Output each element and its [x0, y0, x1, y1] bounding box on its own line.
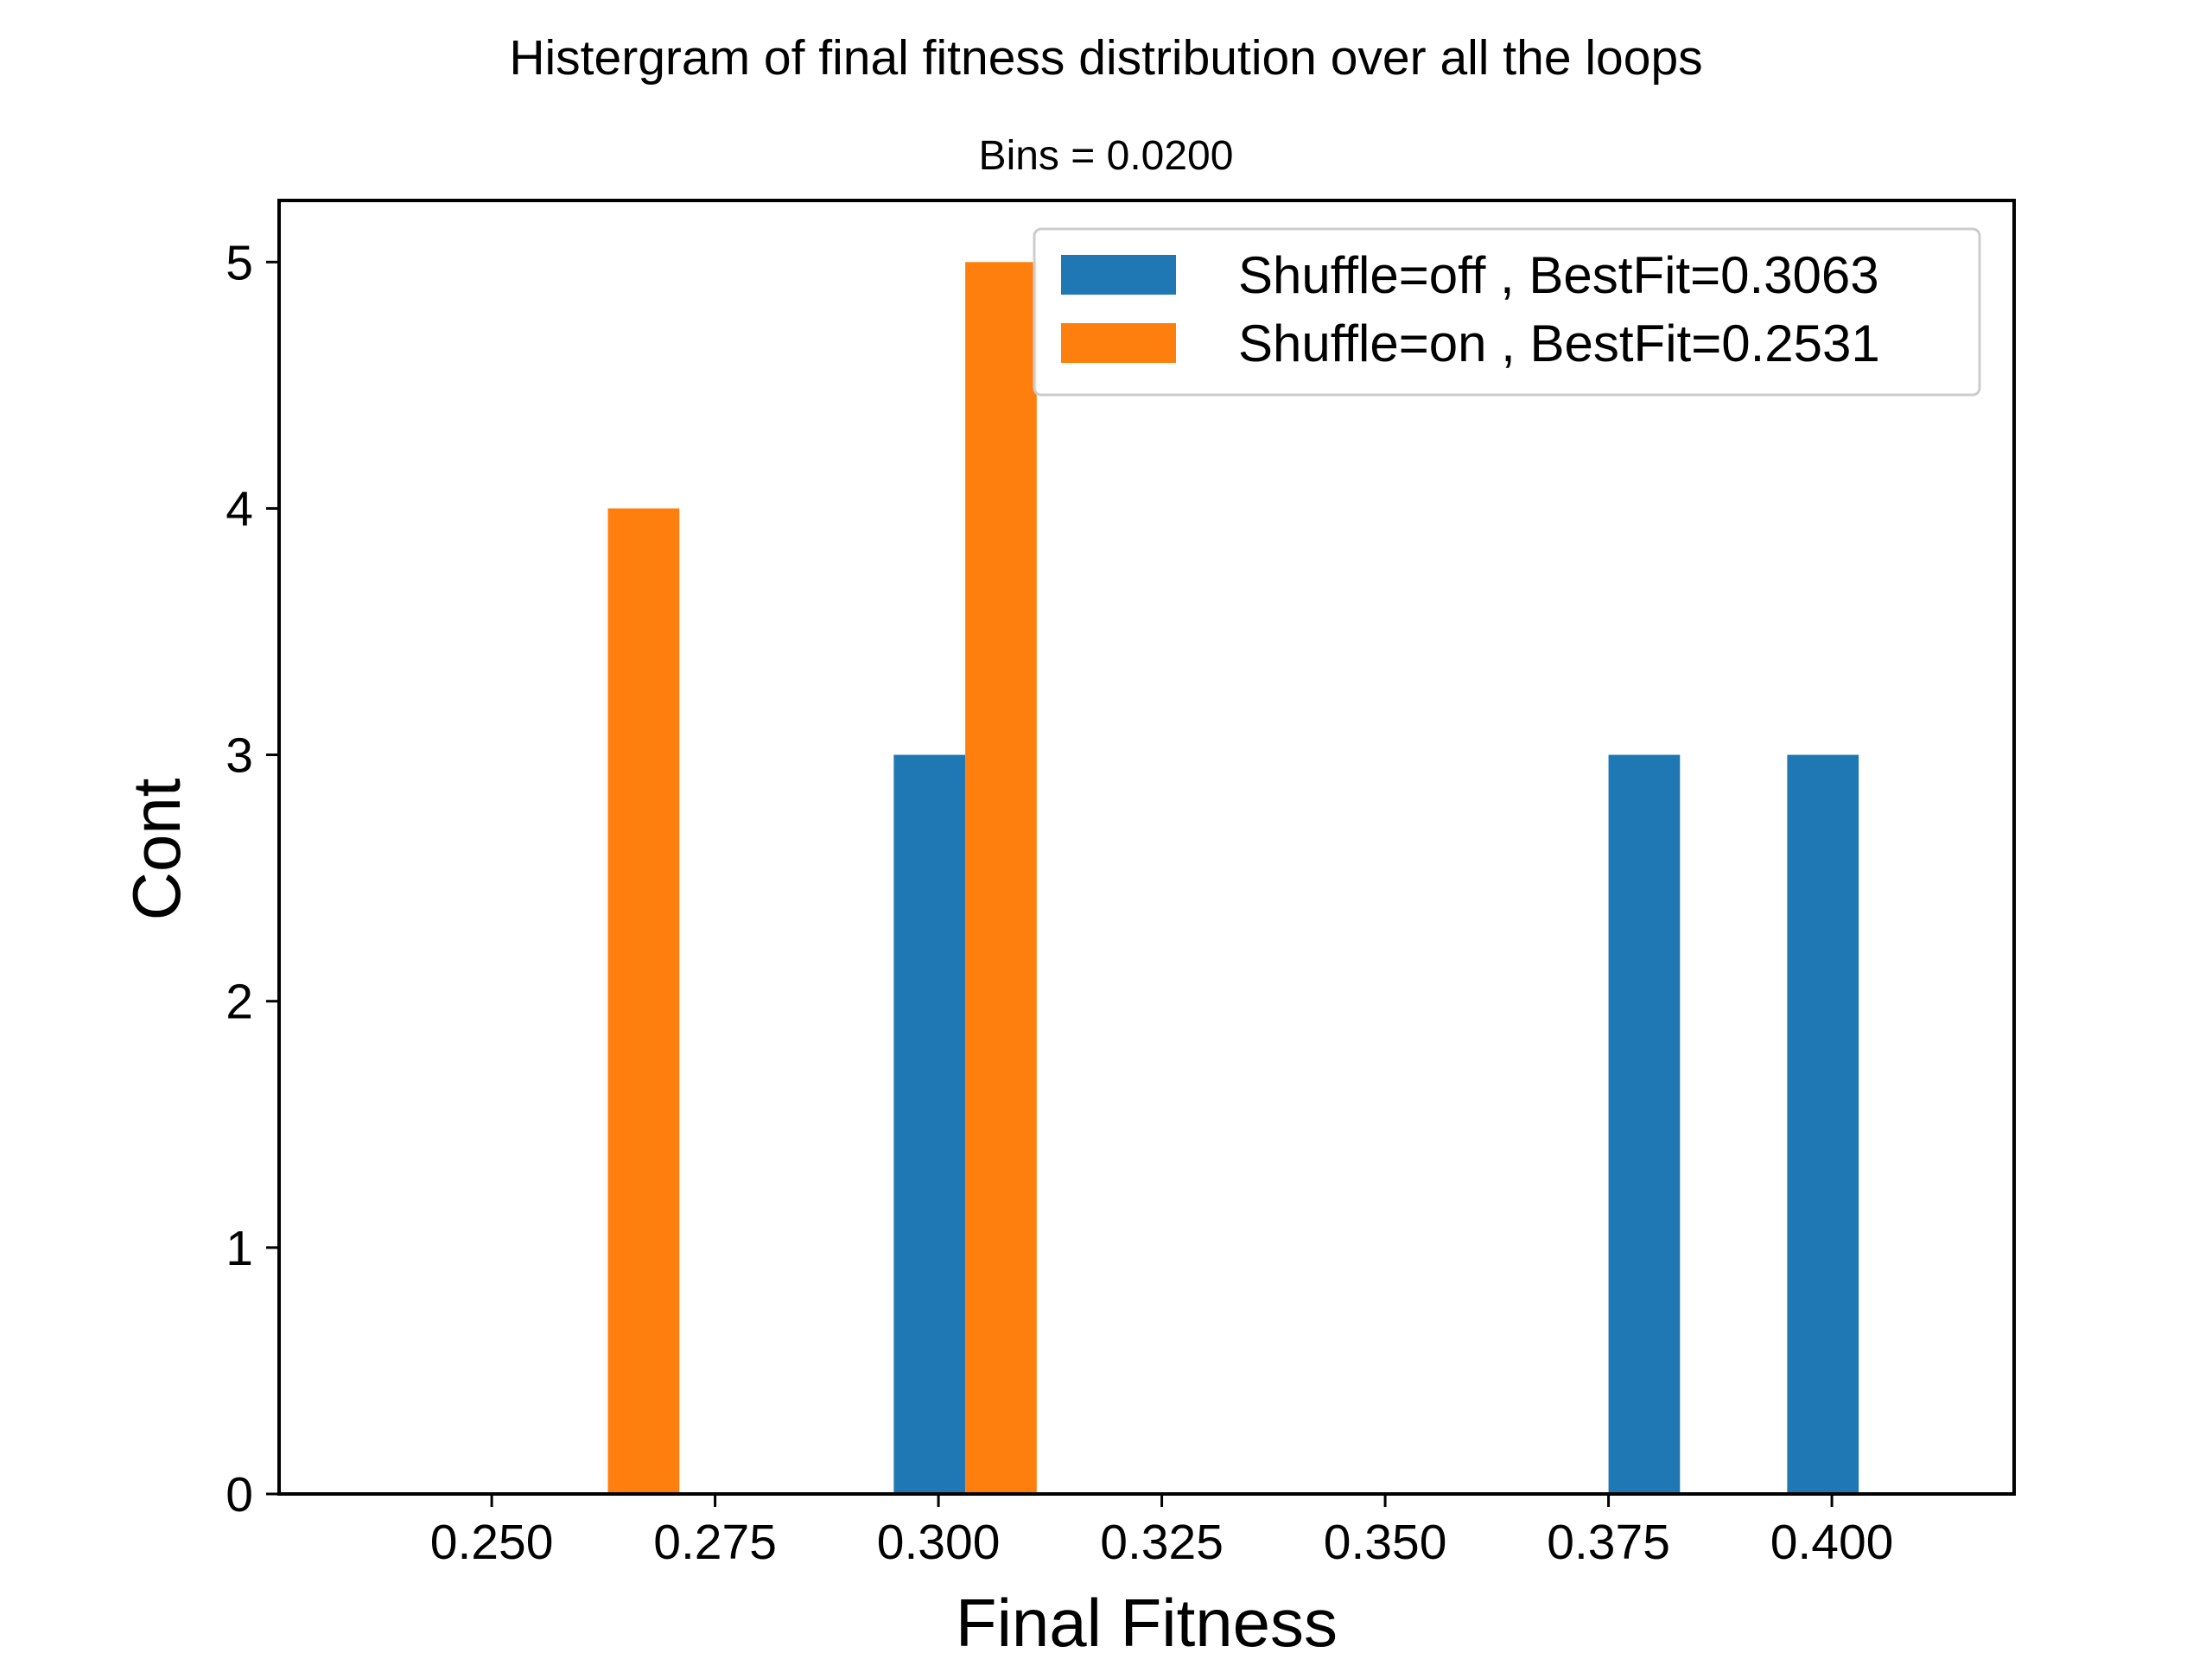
x-tick-label: 0.250 — [430, 1515, 554, 1570]
x-tick-label: 0.375 — [1547, 1515, 1670, 1570]
chart-subtitle: Bins = 0.0200 — [979, 133, 1234, 179]
x-axis-ticks: 0.250 0.275 0.300 0.325 0.350 0.375 0.400 — [430, 1494, 1894, 1570]
legend-swatch-shuffle-off — [1061, 255, 1176, 295]
x-axis-label: Final Fitness — [956, 1585, 1338, 1659]
bar-series-1-1 — [965, 262, 1037, 1494]
legend-box — [1033, 227, 1981, 397]
legend-swatch-shuffle-on — [1061, 323, 1176, 363]
bar-series-0-2 — [1787, 754, 1859, 1494]
legend-label-shuffle-off: Shuffle=off , BestFit=0.3063 — [1238, 246, 1879, 304]
plot-frame — [277, 199, 2016, 1496]
legend: Shuffle=off , BestFit=0.3063 Shuffle=on … — [1033, 227, 1981, 397]
chart-title: Histergram of final fitness distribution… — [509, 30, 1702, 86]
y-axis-label: Cont — [118, 778, 194, 920]
x-tick-label: 0.325 — [1100, 1515, 1224, 1570]
y-tick-label: 0 — [226, 1467, 253, 1522]
legend-label-shuffle-on: Shuffle=on , BestFit=0.2531 — [1238, 315, 1880, 372]
y-tick-label: 2 — [226, 975, 253, 1030]
x-tick-label: 0.275 — [653, 1515, 777, 1570]
x-tick-label: 0.400 — [1770, 1515, 1894, 1570]
bar-series-1-0 — [607, 508, 680, 1495]
y-axis-ticks: 0 1 2 3 4 5 — [226, 235, 279, 1522]
y-tick-label: 4 — [226, 481, 253, 537]
x-tick-label: 0.300 — [877, 1515, 1001, 1570]
bar-series-0-1 — [1608, 754, 1681, 1494]
y-tick-label: 1 — [226, 1221, 253, 1276]
y-tick-label: 3 — [226, 728, 253, 784]
bar-series-0-0 — [893, 754, 966, 1494]
bars-group — [607, 262, 1859, 1495]
y-tick-label: 5 — [226, 235, 253, 290]
x-tick-label: 0.350 — [1324, 1515, 1447, 1570]
